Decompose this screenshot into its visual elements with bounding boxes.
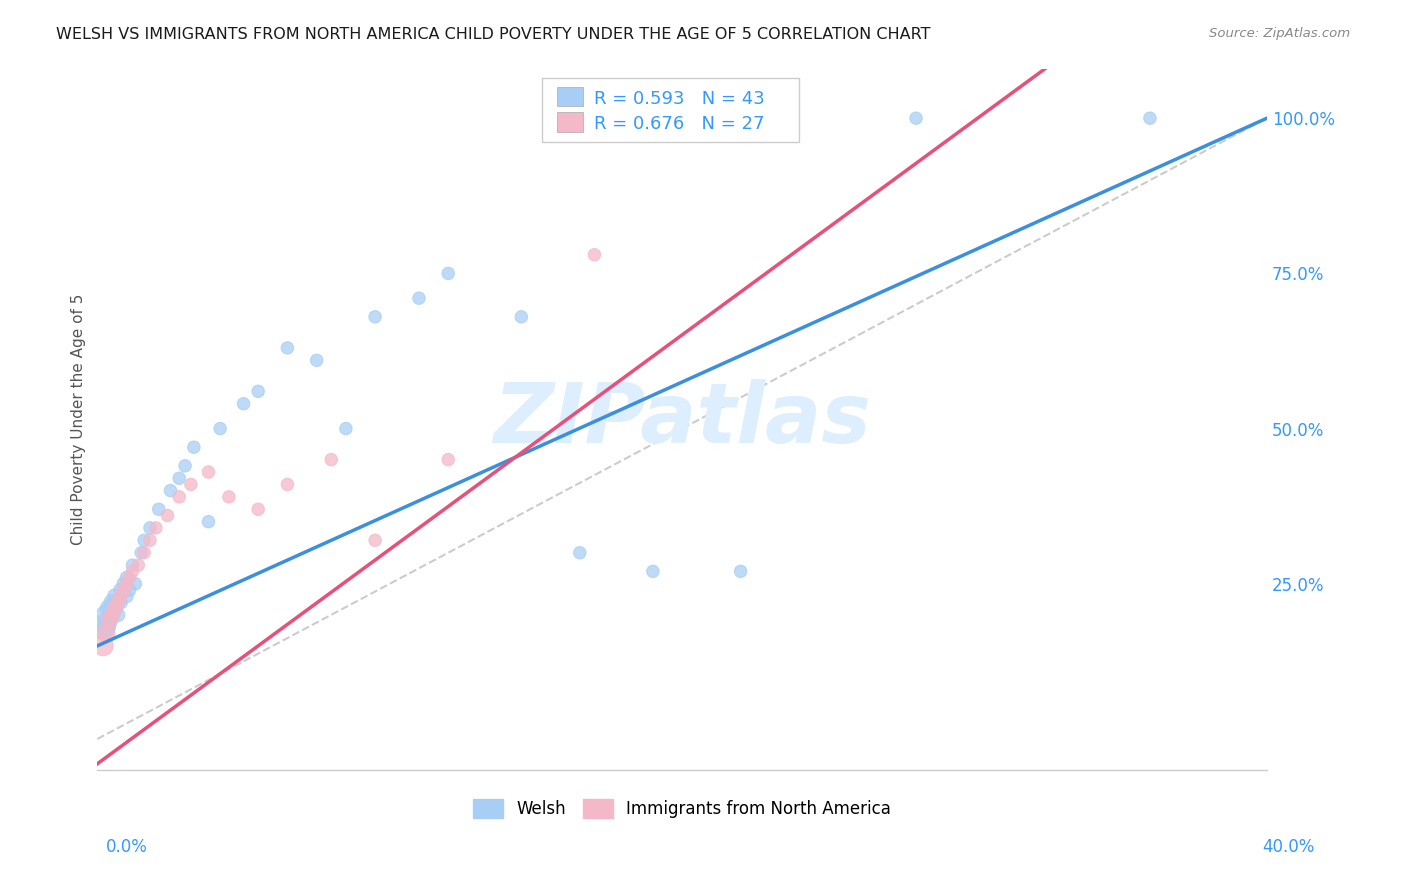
Point	[127, 558, 149, 573]
Point	[104, 601, 127, 615]
Text: 0.0%: 0.0%	[105, 838, 148, 855]
Point	[408, 291, 430, 305]
Point	[321, 452, 343, 467]
Y-axis label: Child Poverty Under the Age of 5: Child Poverty Under the Age of 5	[72, 293, 86, 545]
Point	[568, 546, 591, 560]
Point	[101, 607, 124, 622]
Point	[232, 397, 254, 411]
Point	[183, 440, 205, 454]
Point	[104, 589, 127, 603]
FancyBboxPatch shape	[557, 87, 582, 106]
Point	[124, 576, 146, 591]
Point	[905, 111, 928, 125]
Point	[167, 471, 190, 485]
Point	[94, 607, 117, 622]
Point	[510, 310, 533, 324]
Point	[115, 589, 138, 603]
FancyBboxPatch shape	[557, 112, 582, 132]
Point	[110, 589, 132, 603]
Point	[335, 421, 357, 435]
Point	[118, 570, 141, 584]
Point	[94, 620, 117, 634]
Text: ZIPatlas: ZIPatlas	[494, 379, 872, 459]
Point	[1139, 111, 1161, 125]
Point	[98, 614, 121, 628]
Point	[134, 533, 156, 548]
Point	[159, 483, 181, 498]
Point	[247, 384, 270, 399]
Point	[364, 533, 387, 548]
Point	[101, 595, 124, 609]
Point	[730, 111, 752, 125]
Point	[104, 601, 127, 615]
Point	[148, 502, 170, 516]
Point	[110, 595, 132, 609]
Point	[583, 248, 606, 262]
Text: Source: ZipAtlas.com: Source: ZipAtlas.com	[1209, 27, 1350, 40]
Point	[134, 546, 156, 560]
Point	[364, 310, 387, 324]
Point	[118, 582, 141, 597]
Point	[167, 490, 190, 504]
Point	[98, 601, 121, 615]
Point	[156, 508, 179, 523]
FancyBboxPatch shape	[541, 78, 799, 142]
Point	[121, 558, 143, 573]
Legend: Welsh, Immigrants from North America: Welsh, Immigrants from North America	[467, 792, 897, 825]
Point	[91, 620, 114, 634]
Point	[94, 626, 117, 640]
Point	[276, 341, 298, 355]
Text: R = 0.593   N = 43: R = 0.593 N = 43	[595, 89, 765, 108]
Text: WELSH VS IMMIGRANTS FROM NORTH AMERICA CHILD POVERTY UNDER THE AGE OF 5 CORRELAT: WELSH VS IMMIGRANTS FROM NORTH AMERICA C…	[56, 27, 931, 42]
Point	[107, 595, 129, 609]
Point	[139, 521, 162, 535]
Point	[98, 614, 121, 628]
Point	[112, 582, 135, 597]
Point	[145, 521, 167, 535]
Point	[305, 353, 328, 368]
Point	[115, 576, 138, 591]
Point	[437, 266, 460, 280]
Point	[730, 565, 752, 579]
Point	[112, 576, 135, 591]
Point	[121, 565, 143, 579]
Point	[276, 477, 298, 491]
Point	[107, 607, 129, 622]
Point	[197, 465, 219, 479]
Point	[139, 533, 162, 548]
Text: 40.0%: 40.0%	[1263, 838, 1315, 855]
Point	[115, 570, 138, 584]
Point	[91, 639, 114, 653]
Point	[197, 515, 219, 529]
Point	[209, 421, 232, 435]
Point	[218, 490, 240, 504]
Point	[437, 452, 460, 467]
Point	[641, 565, 664, 579]
Point	[101, 607, 124, 622]
Point	[174, 458, 197, 473]
Point	[107, 595, 129, 609]
Point	[129, 546, 152, 560]
Point	[180, 477, 202, 491]
Point	[110, 582, 132, 597]
Text: R = 0.676   N = 27: R = 0.676 N = 27	[595, 115, 765, 133]
Point	[247, 502, 270, 516]
